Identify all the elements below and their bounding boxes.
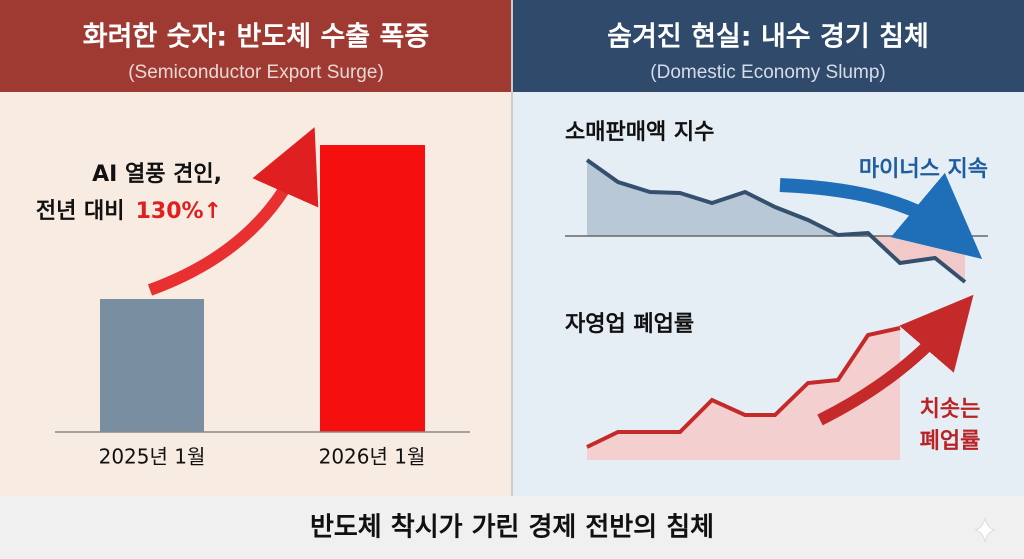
- right-title: 숨겨진 현실: 내수 경기 침체: [607, 22, 929, 53]
- annotation-text: 전년 대비: [36, 199, 125, 224]
- bar-2026: [320, 145, 425, 432]
- left-subtitle: (Semiconductor Export Surge): [128, 62, 384, 83]
- closure-annotation: 폐업률: [920, 429, 981, 454]
- retail-label: 소매판매액 지수: [565, 120, 714, 145]
- retail-annotation: 마이너스 지속: [859, 157, 988, 182]
- closure-area: [587, 328, 900, 460]
- decline-arrow: [779, 172, 983, 259]
- annotation-highlight: 130%↑: [136, 199, 222, 224]
- category-label: 2025년 1월: [99, 445, 206, 469]
- closure-annotation: 치솟는: [920, 397, 981, 422]
- category-label: 2026년 1월: [319, 445, 426, 469]
- annotation: AI 열풍 견인,: [92, 162, 222, 187]
- closure-line: [586, 326, 901, 449]
- footer-text: 반도체 착시가 가린 경제 전반의 침체: [310, 513, 714, 543]
- footer-band: [0, 496, 1024, 559]
- right-subtitle: (Domestic Economy Slump): [650, 62, 885, 83]
- rise-arrow: [817, 294, 974, 426]
- bar-2025: [100, 299, 204, 432]
- left-header: [0, 0, 512, 92]
- growth-arrow: [147, 127, 319, 296]
- closure-label: 자영업 폐업률: [565, 312, 694, 337]
- left-panel: [0, 92, 512, 496]
- right-header: [512, 0, 1024, 92]
- retail-area-up: [587, 160, 836, 236]
- left-title: 화려한 숫자: 반도체 수출 폭증: [83, 22, 429, 53]
- annotation: 전년 대비 130%↑: [36, 199, 222, 224]
- sparkle-icon: [974, 517, 996, 543]
- retail-line: [585, 158, 967, 284]
